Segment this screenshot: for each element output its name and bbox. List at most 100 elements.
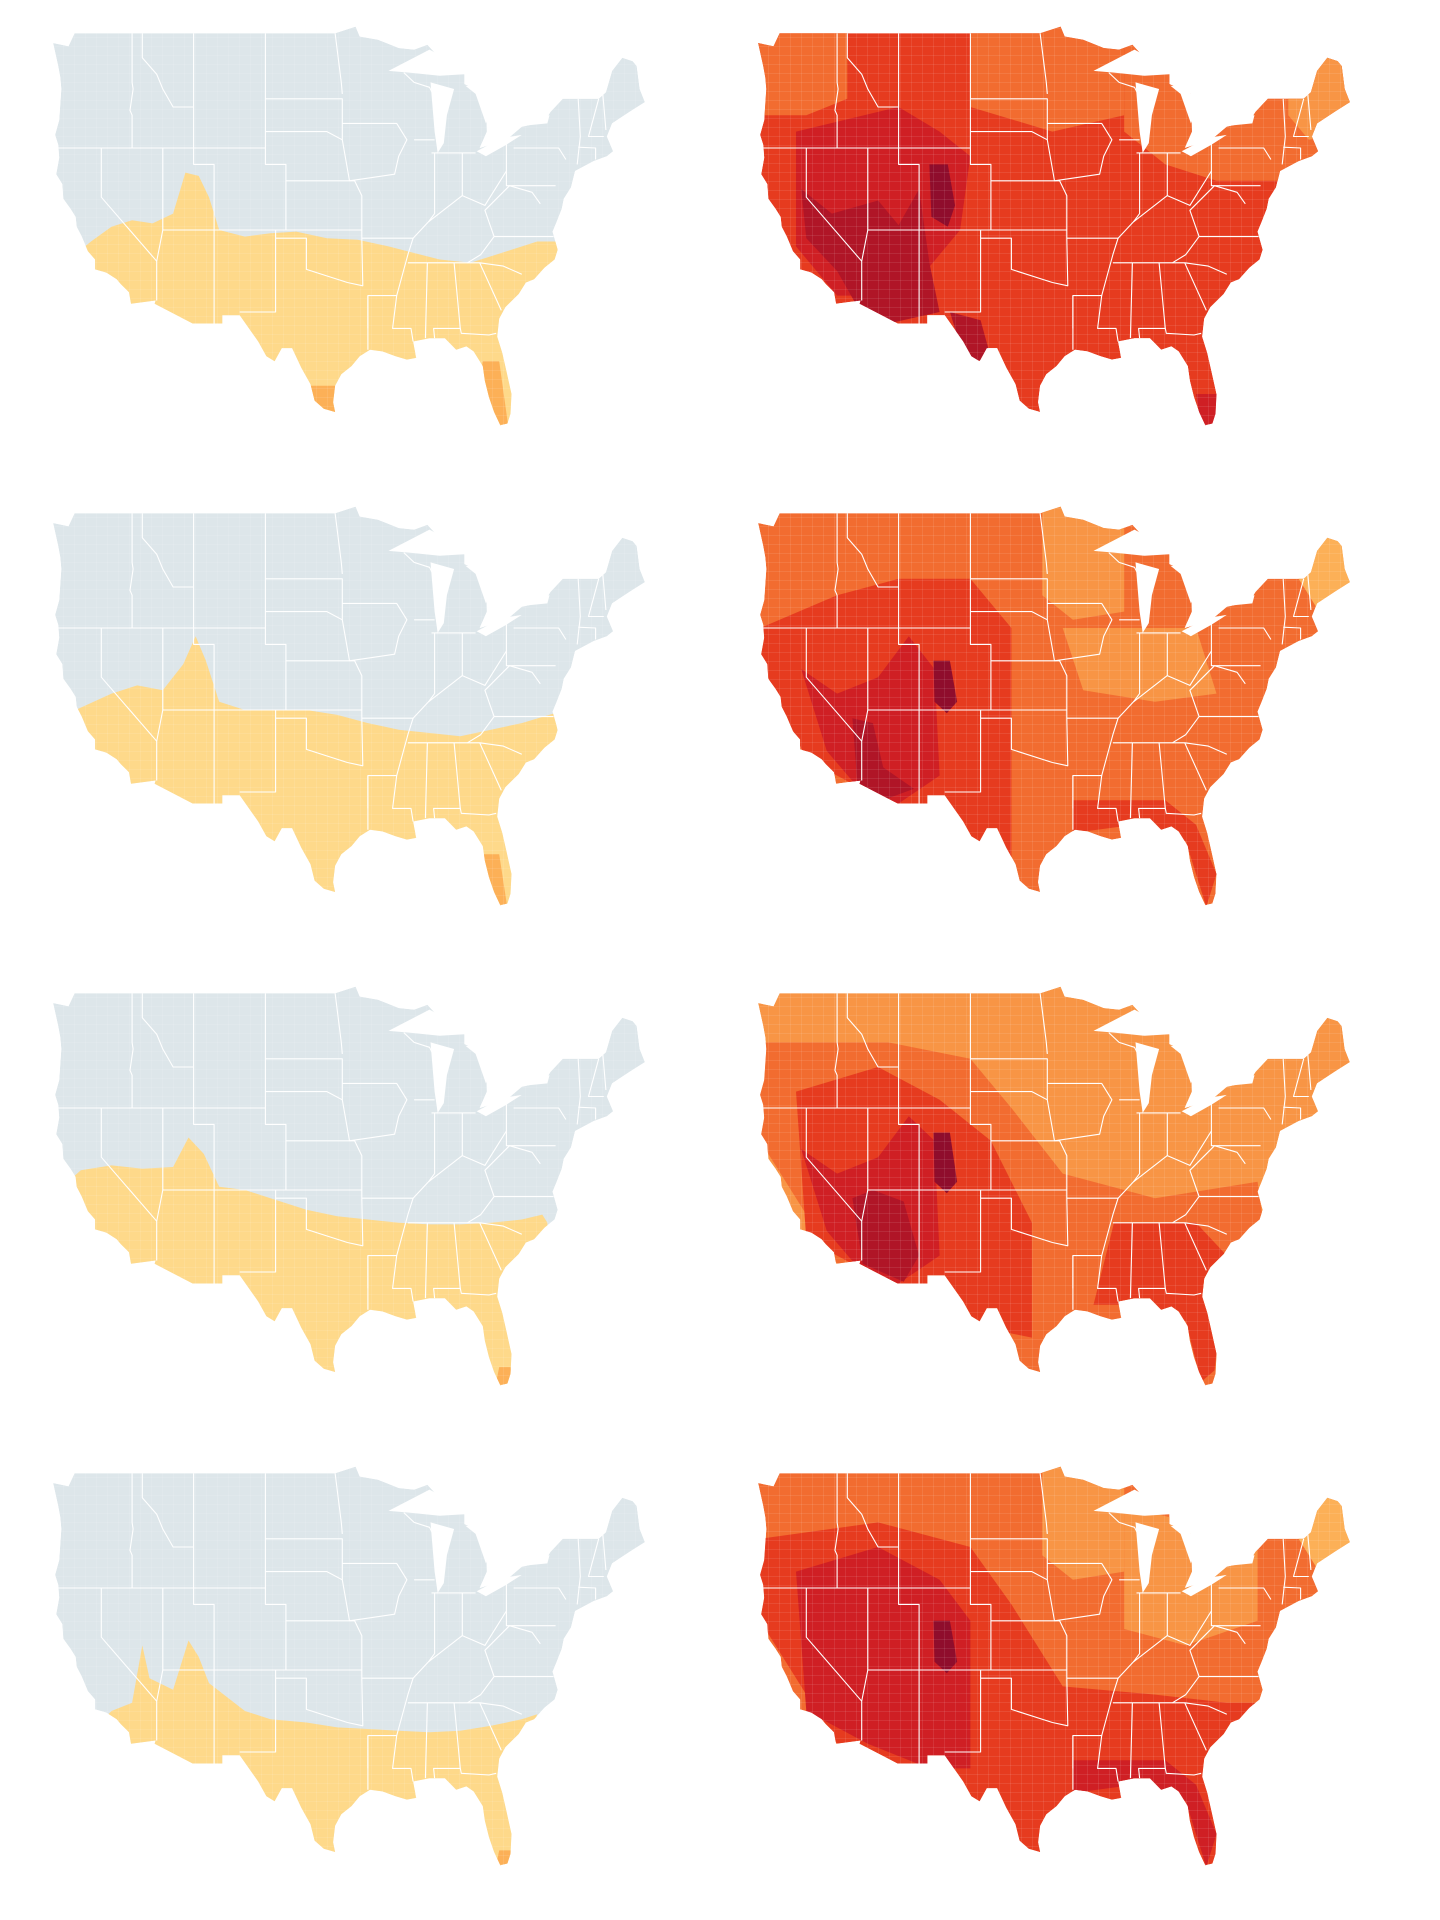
map-row-2-left-state-line-31 [484, 665, 541, 717]
map-row-4-left-state-line-18 [433, 1702, 461, 1779]
map-row-3-left-lake-3 [476, 1094, 522, 1117]
map-row-1-right-svg [758, 26, 1350, 426]
map-row-1-left-state-line-17 [424, 262, 428, 339]
map-row-2-left-state-line-35 [578, 626, 597, 640]
map-row-2-left-state-line-23 [412, 623, 507, 719]
map-row-3-right-lake-1 [1135, 1042, 1160, 1113]
map-row-1-left-lake-3 [476, 134, 522, 157]
map-row-3-left-state-line-9 [265, 1091, 356, 1142]
map-row-1-left-state-line-7 [141, 33, 194, 108]
map-row-3-left-state-line-29 [505, 1131, 556, 1147]
map-row-1-right-lake-4 [1218, 115, 1255, 127]
map-row-1-left-state-line-6 [239, 33, 287, 313]
map-row-3-right-state-line-35 [1283, 1106, 1302, 1120]
map-row-3-left-state-line-33 [587, 1058, 604, 1098]
map-row-4-right-state-line-35 [1283, 1586, 1302, 1600]
map-row-2-left-state-line-32 [576, 578, 581, 645]
map-row-4-right-svg [758, 1466, 1350, 1866]
map-row-4-left [30, 1450, 670, 1890]
map-row-1-left-state-line-4 [193, 33, 215, 324]
map-row-1-left-state-line-19 [459, 328, 497, 336]
map-row-3-right-state-line-23 [1117, 1103, 1212, 1199]
map-row-4-left-state-line-0 [129, 1473, 134, 1588]
map-row-1-right-state-line-21 [1172, 262, 1228, 275]
map-row-4-left-state-line-17 [424, 1702, 428, 1779]
map-row-2-left-state-line-8 [265, 578, 343, 620]
map-row-3-left-lake-2 [465, 1045, 494, 1084]
map-row-4-left-state-line-22 [479, 1702, 502, 1751]
map-row-2-right-state-line-34 [1307, 573, 1312, 611]
map-row-4-right-lake-0 [1093, 1489, 1170, 1516]
map-row-1-right-state-line-17 [1129, 262, 1133, 339]
map-row-2-right-state-line-6 [944, 513, 992, 793]
map-row-2-left-lake-1 [430, 562, 455, 633]
map-row-3-left-state-line-31 [484, 1145, 541, 1197]
map-row-3-left [30, 970, 670, 1410]
map-row-2-left-state-line-3 [156, 628, 164, 781]
map-row-3-left-state-line-34 [602, 1053, 607, 1091]
map-row-2-right-state-line-7 [846, 513, 899, 588]
map-row-3-left-state-line-10 [275, 1189, 364, 1247]
map-row-3-left-state-line-30 [513, 1107, 567, 1120]
map-row-4-right-lake-3 [1181, 1574, 1227, 1597]
map-row-4-left-state-line-31 [484, 1625, 541, 1677]
map-row-3-right-state-line-3 [861, 1108, 869, 1261]
map-row-4-right-state-line-31 [1189, 1625, 1246, 1677]
map-row-2-left [30, 490, 670, 930]
map-row-4-right-state-line-23 [1117, 1583, 1212, 1679]
map-row-3-right-state-line-19 [1164, 1288, 1202, 1296]
map-row-4-right-state-line-2 [805, 1588, 863, 1702]
map-row-2-left-state-line-11 [334, 513, 343, 574]
map-row-3-right-state-line-7 [846, 993, 899, 1068]
map-row-4-right-state-line-10 [980, 1669, 1069, 1727]
map-row-1-right-state-line-3 [861, 148, 869, 301]
map-row-2-left-state-line-9 [265, 611, 356, 662]
map-row-4-left-state-line-20 [407, 1676, 554, 1704]
map-row-3-right-state-line-18 [1138, 1222, 1166, 1299]
map-row-4-right-state-line-29 [1210, 1611, 1261, 1627]
map-row-1-right-state-line-31 [1189, 185, 1246, 237]
map-row-4-left-lake-2 [465, 1525, 494, 1564]
map-row-3-right [735, 970, 1375, 1410]
map-row-1-right-state-line-13 [1059, 180, 1068, 230]
map-row-2-left-state-line-20 [407, 716, 554, 744]
map-row-2-right-lake-2 [1170, 565, 1199, 604]
map-row-1-left-state-line-34 [602, 93, 607, 131]
map-row-1-left-state-line-25 [428, 152, 436, 223]
map-row-2-right-state-line-30 [1218, 627, 1272, 640]
map-row-4-left-state-line-3 [156, 1588, 164, 1741]
map-row-3-right-state-line-8 [970, 1058, 1048, 1100]
map-row-2-left-state-line-18 [433, 742, 461, 819]
map-row-1-left-state-line-22 [479, 262, 502, 311]
map-row-3-right-state-line-12 [1047, 1082, 1113, 1142]
map-row-3-left-state-line-32 [576, 1058, 581, 1125]
map-row-1-right-state-line-10 [980, 229, 1069, 287]
map-row-2-right-lake-4 [1218, 595, 1255, 607]
map-row-2-left-state-line-6 [239, 513, 287, 793]
map-row-4-left-state-line-30 [513, 1587, 567, 1600]
map-row-2-right-state-line-11 [1039, 513, 1048, 574]
map-row-4-right-state-line-4 [898, 1473, 920, 1764]
map-row-3-right-state-line-32 [1281, 1058, 1286, 1125]
map-row-1-left-state-line-31 [484, 185, 541, 237]
map-row-4-right-state-line-11 [1039, 1473, 1048, 1534]
map-row-3-right-lake-2 [1170, 1045, 1199, 1084]
map-row-3-right-lake-4 [1218, 1075, 1255, 1087]
map-row-3-left-state-line-22 [479, 1222, 502, 1271]
map-row-2-right-state-line-25 [1133, 632, 1141, 703]
map-row-3-right-state-line-0 [834, 993, 839, 1108]
map-row-3-right-state-line-25 [1133, 1112, 1141, 1183]
map-row-2-left-state-line-12 [342, 602, 408, 662]
map-row-2-right-state-line-29 [1210, 651, 1261, 667]
map-row-1-right-state-line-29 [1210, 171, 1261, 187]
map-row-2-right-svg [758, 506, 1350, 906]
map-row-2-right-state-line-12 [1047, 602, 1113, 662]
map-row-3-left-state-line-23 [412, 1103, 507, 1199]
map-row-4-left-state-line-11 [334, 1473, 343, 1534]
map-row-4-left-state-line-6 [239, 1473, 287, 1753]
map-row-4-right-state-line-8 [970, 1538, 1048, 1580]
map-row-2-left-state-line-19 [459, 808, 497, 816]
map-row-2-left-state-line-2 [100, 628, 158, 742]
map-row-2-left-lake-0 [388, 529, 465, 556]
map-row-4-left-state-line-16 [392, 1735, 414, 1782]
